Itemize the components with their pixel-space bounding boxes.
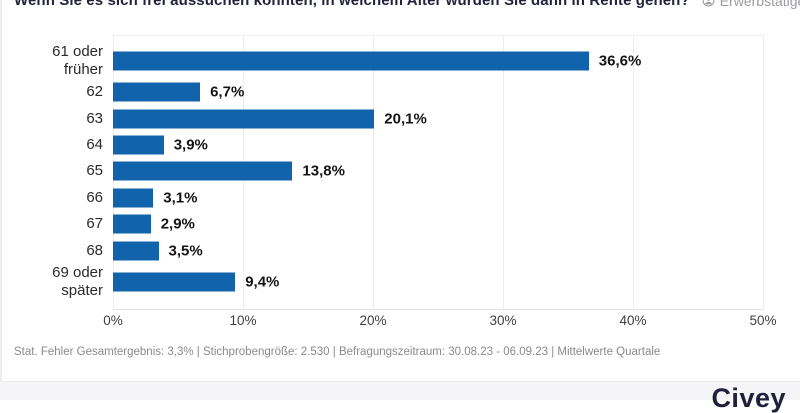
bar-row: 66 3,1% (0, 185, 763, 211)
x-axis-ticks: 0% 10% 20% 30% 40% 50% (103, 313, 776, 331)
x-axis-line (113, 309, 763, 310)
bar[interactable] (113, 272, 236, 292)
gridline (633, 35, 634, 310)
plot-top-border (113, 35, 763, 36)
value-label: 9,4% (245, 273, 280, 291)
value-label: 3,9% (173, 136, 208, 154)
bar-row: 64 3,9% (0, 132, 763, 158)
category-label: 64 (86, 136, 103, 154)
card-left-edge (0, 0, 2, 381)
bar-track: 36,6% (113, 43, 763, 79)
gridline (373, 35, 374, 310)
value-label: 3,1% (163, 189, 198, 207)
bar-track: 9,4% (113, 264, 763, 300)
chart-header: Wenn Sie es sich frei aussuchen könnten,… (14, 0, 800, 9)
category-label: 61 oder früher (52, 43, 103, 78)
civey-logo[interactable]: Civey (711, 383, 786, 413)
bar-track: 3,1% (113, 185, 763, 211)
bar-row: 69 oder später 9,4% (0, 264, 763, 300)
person-circle-icon (702, 0, 715, 7)
bar[interactable] (113, 51, 589, 71)
bar[interactable] (113, 161, 293, 181)
category-label: 67 (86, 215, 103, 233)
bar-row: 65 13,8% (0, 158, 763, 184)
value-label: 20,1% (384, 110, 427, 128)
category-label: 68 (86, 241, 103, 259)
bar-track: 3,5% (113, 238, 763, 264)
gridline (763, 35, 764, 310)
category-label: 66 (86, 188, 103, 206)
bar-row: 62 6,7% (0, 79, 763, 105)
bar[interactable] (113, 214, 151, 234)
gridline (503, 35, 504, 310)
bar-rows: 61 oder früher 36,6% 62 6,7% 63 20,1% 64… (0, 43, 763, 300)
value-label: 2,9% (160, 215, 195, 233)
bar-track: 13,8% (113, 158, 763, 184)
bar-row: 67 2,9% (0, 211, 763, 237)
page-title: Wenn Sie es sich frei aussuchen könnten,… (14, 0, 690, 9)
bar-track: 20,1% (113, 105, 763, 131)
bar-row: 68 3,5% (0, 238, 763, 264)
value-label: 6,7% (210, 83, 245, 101)
value-label: 3,5% (168, 242, 203, 260)
survey-stats-line: Stat. Fehler Gesamtergebnis: 3,3% | Stic… (14, 346, 661, 358)
x-tick-label: 30% (489, 313, 517, 328)
bar-row: 61 oder früher 36,6% (0, 43, 763, 79)
bar[interactable] (113, 109, 375, 129)
bar-track: 2,9% (113, 211, 763, 237)
x-tick-label: 0% (103, 313, 123, 328)
bar[interactable] (113, 241, 159, 261)
x-tick-label: 50% (749, 313, 777, 328)
audience-tag: Erwerbstätige (702, 0, 800, 9)
category-label: 65 (86, 162, 103, 180)
bar[interactable] (113, 82, 201, 102)
x-tick-label: 40% (619, 313, 647, 328)
brand-band: Civey (0, 381, 800, 412)
bar[interactable] (113, 135, 164, 155)
audience-tag-label: Erwerbstätige (719, 0, 800, 9)
category-label: 62 (86, 83, 103, 101)
category-label: 63 (86, 109, 103, 127)
x-tick-label: 20% (359, 313, 387, 328)
bar-track: 6,7% (113, 79, 763, 105)
bar[interactable] (113, 188, 154, 208)
category-label: 69 oder später (52, 264, 103, 299)
bar-track: 3,9% (113, 132, 763, 158)
value-label: 13,8% (302, 162, 345, 180)
bar-row: 63 20,1% (0, 105, 763, 131)
x-tick-label: 10% (229, 313, 257, 328)
value-label: 36,6% (598, 52, 642, 70)
